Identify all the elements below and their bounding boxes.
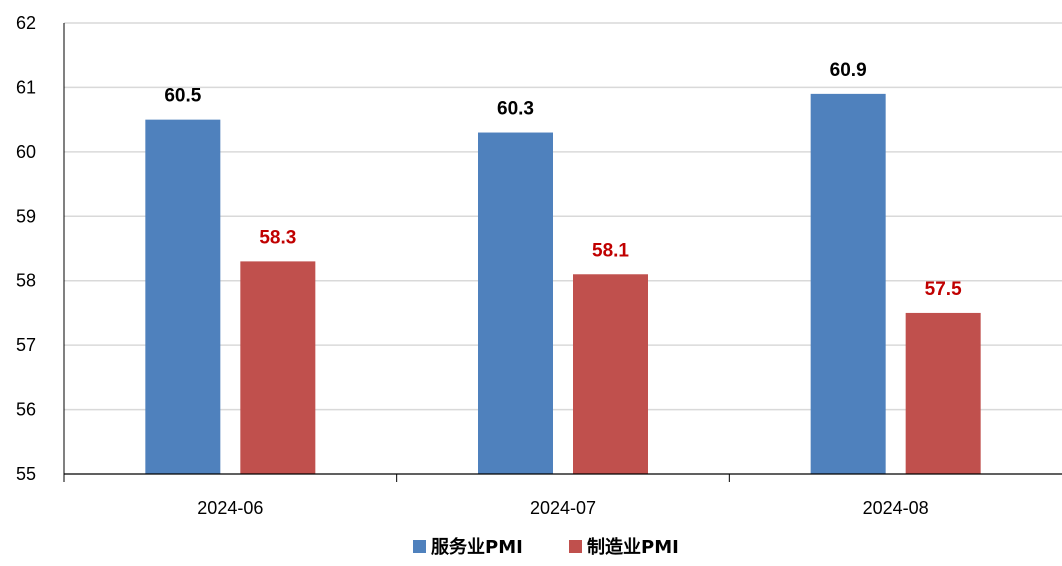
- y-tick-label: 62: [16, 13, 36, 33]
- y-tick-label: 58: [16, 271, 36, 291]
- x-tick-label: 2024-08: [863, 498, 929, 518]
- y-tick-label: 55: [16, 464, 36, 484]
- legend-label: 服务业PMI: [431, 536, 523, 558]
- x-tick-label: 2024-07: [530, 498, 596, 518]
- bars: [145, 93, 981, 475]
- y-tick-label: 57: [16, 335, 36, 355]
- bar: [145, 119, 221, 475]
- y-tick-label: 56: [16, 400, 36, 420]
- legend-swatch: [569, 540, 582, 553]
- gridlines: [64, 22, 1062, 411]
- bar: [573, 274, 648, 474]
- data-label: 60.3: [497, 99, 534, 120]
- data-label: 58.3: [259, 227, 296, 248]
- bar: [478, 132, 553, 474]
- legend-swatch: [413, 540, 426, 553]
- bar: [810, 93, 886, 474]
- legend-label: 制造业PMI: [587, 536, 679, 558]
- y-tick-label: 60: [16, 142, 36, 162]
- data-labels: 60.5 58.3 60.3 58.1 60.9 57.5: [164, 60, 962, 300]
- x-tick-label: 2024-06: [197, 498, 263, 518]
- data-label: 58.1: [592, 240, 629, 261]
- bar: [905, 312, 981, 474]
- data-label: 60.5: [164, 86, 201, 107]
- y-tick-label: 61: [16, 77, 36, 97]
- y-tick-label: 59: [16, 206, 36, 226]
- bar: [240, 261, 316, 474]
- data-label: 57.5: [925, 279, 962, 300]
- legend: 服务业PMI 制造业PMI: [413, 536, 679, 558]
- data-label: 60.9: [830, 60, 867, 81]
- axes: 55 56 57 58 59 60 61 62 2024-06 2024-07 2024-08: [16, 13, 1062, 518]
